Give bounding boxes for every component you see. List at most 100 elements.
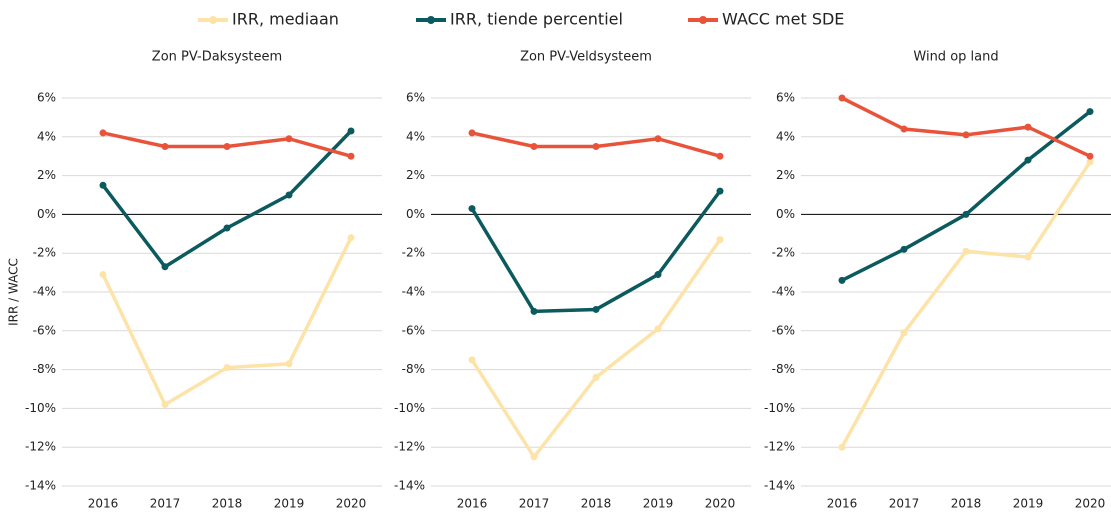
x-tick-label: 2017 — [150, 497, 181, 511]
data-point — [838, 276, 846, 284]
y-tick-label: -12% — [394, 440, 425, 454]
data-point — [468, 129, 476, 137]
data-point — [285, 191, 293, 199]
data-point — [838, 94, 846, 102]
data-point — [716, 187, 724, 195]
x-tick-label: 2019 — [274, 497, 305, 511]
y-tick-label: -6% — [772, 323, 795, 337]
data-point — [654, 271, 662, 279]
data-point — [223, 224, 231, 232]
data-point — [347, 127, 355, 135]
series-line — [840, 161, 1092, 449]
x-tick-label: 2018 — [581, 497, 612, 511]
y-tick-label: 6% — [406, 91, 425, 105]
data-point — [161, 263, 169, 271]
y-tick-label: -2% — [33, 246, 56, 260]
chart-title: Zon PV-Daksysteem — [152, 50, 282, 65]
chart-title: Wind op land — [913, 50, 998, 65]
x-tick-label: 2016 — [827, 497, 858, 511]
data-point — [347, 152, 355, 160]
y-tick-label: -4% — [772, 285, 795, 299]
x-tick-label: 2018 — [212, 497, 243, 511]
y-tick-label: -4% — [33, 285, 56, 299]
data-point — [285, 135, 293, 143]
data-point — [223, 364, 231, 372]
series-line — [101, 236, 353, 408]
data-point — [716, 236, 724, 244]
y-tick-label: -14% — [764, 479, 795, 493]
y-tick-label: -14% — [25, 479, 56, 493]
legend-label: WACC met SDE — [722, 10, 844, 29]
y-tick-label: 2% — [776, 168, 795, 182]
data-point — [347, 234, 355, 242]
data-point — [99, 271, 107, 279]
y-tick-label: 2% — [406, 168, 425, 182]
data-point — [1024, 156, 1032, 164]
y-tick-label: 4% — [406, 129, 425, 143]
y-tick-label: -2% — [402, 246, 425, 260]
x-tick-label: 2016 — [88, 497, 119, 511]
data-point — [654, 135, 662, 143]
y-tick-label: -8% — [772, 362, 795, 376]
data-point — [530, 307, 538, 315]
y-axis-label: IRR / WACC — [7, 258, 21, 326]
x-tick-label: 2017 — [519, 497, 550, 511]
chart-title: Zon PV-Veldsysteem — [520, 50, 652, 65]
data-point — [592, 305, 600, 313]
data-point — [900, 245, 908, 253]
data-point — [1086, 108, 1094, 116]
data-point — [962, 210, 970, 218]
data-point — [900, 125, 908, 133]
data-point — [654, 325, 662, 333]
y-tick-label: -6% — [33, 323, 56, 337]
data-point — [468, 205, 476, 213]
data-point — [285, 360, 293, 368]
data-point — [1024, 253, 1032, 261]
x-tick-label: 2020 — [1075, 497, 1106, 511]
y-tick-label: -14% — [394, 479, 425, 493]
y-tick-label: 2% — [37, 168, 56, 182]
y-tick-label: -10% — [25, 401, 56, 415]
legend-marker — [699, 16, 707, 24]
x-tick-label: 2020 — [705, 497, 736, 511]
y-tick-label: -2% — [772, 246, 795, 260]
y-tick-label: -8% — [33, 362, 56, 376]
y-tick-label: -4% — [402, 285, 425, 299]
y-tick-label: 4% — [37, 129, 56, 143]
y-tick-label: -10% — [394, 401, 425, 415]
data-point — [99, 129, 107, 137]
legend-marker — [427, 16, 435, 24]
data-point — [161, 143, 169, 150]
y-tick-label: -8% — [402, 362, 425, 376]
series-line — [841, 96, 1091, 158]
legend-label: IRR, tiende percentiel — [450, 10, 623, 29]
data-point — [716, 152, 724, 160]
x-tick-label: 2016 — [457, 497, 488, 511]
x-tick-label: 2018 — [951, 497, 982, 511]
data-point — [838, 443, 846, 451]
legend-marker — [209, 16, 217, 24]
data-point — [530, 143, 538, 150]
x-tick-label: 2019 — [643, 497, 674, 511]
y-tick-label: 0% — [776, 207, 795, 221]
data-point — [592, 143, 600, 150]
data-point — [900, 329, 908, 337]
data-point — [962, 247, 970, 255]
x-tick-label: 2019 — [1013, 497, 1044, 511]
data-point — [223, 143, 231, 150]
x-tick-label: 2020 — [336, 497, 367, 511]
x-tick-label: 2017 — [889, 497, 920, 511]
data-point — [530, 453, 538, 461]
data-point — [962, 131, 970, 139]
y-tick-label: -12% — [25, 440, 56, 454]
data-point — [99, 181, 107, 189]
data-point — [468, 356, 476, 364]
y-tick-label: 0% — [406, 207, 425, 221]
y-tick-label: 6% — [37, 91, 56, 105]
data-point — [1024, 123, 1032, 131]
data-point — [1086, 158, 1094, 166]
y-tick-label: 0% — [37, 207, 56, 221]
data-point — [1086, 152, 1094, 160]
y-tick-label: 4% — [776, 129, 795, 143]
